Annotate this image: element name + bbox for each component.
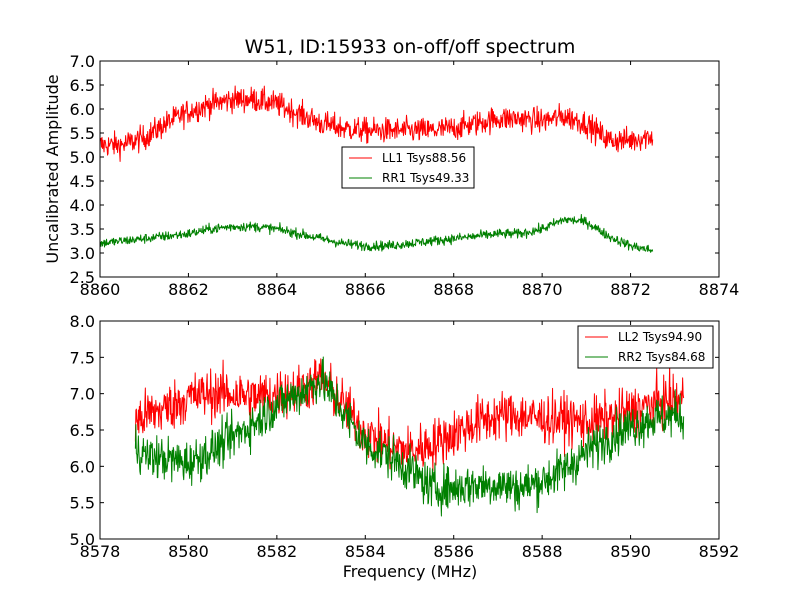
y-tick-label: 8.0 — [70, 312, 95, 331]
y-tick-label: 2.5 — [70, 268, 95, 287]
x-tick-label: 8582 — [256, 542, 297, 561]
y-tick-label: 5.0 — [70, 148, 95, 167]
y-tick-label: 5.5 — [70, 494, 95, 513]
legend-entry-label: LL2 Tsys94.90 — [618, 330, 702, 344]
x-tick-label: 8578 — [80, 542, 121, 561]
x-tick-label: 8868 — [433, 280, 474, 299]
y-tick-label: 6.0 — [70, 457, 95, 476]
y-tick-label: 5.0 — [70, 530, 95, 549]
y-tick-label: 4.0 — [70, 196, 95, 215]
y-tick-label: 7.5 — [70, 348, 95, 367]
legend-entry-label: LL1 Tsys88.56 — [382, 151, 466, 165]
x-axis-label: Frequency (MHz) — [343, 562, 477, 581]
x-tick-label: 8860 — [80, 280, 121, 299]
x-tick-label: 8590 — [610, 542, 651, 561]
legend: LL1 Tsys88.56 RR1 Tsys49.33 — [341, 146, 475, 189]
y-tick-label: 3.0 — [70, 244, 95, 263]
x-tick-label: 8580 — [168, 542, 209, 561]
x-tick-label: 8588 — [522, 542, 563, 561]
legend-box — [341, 146, 475, 189]
legend-entry-label: RR1 Tsys49.33 — [382, 171, 469, 185]
y-tick-label: 6.5 — [70, 421, 95, 440]
top-plot-panel: 8860 8862 8864 8866 8868 8870 8872 8874 2.5 3.0 3.… — [70, 52, 740, 299]
x-tick-label: 8584 — [345, 542, 386, 561]
x-tick-label: 8864 — [256, 280, 297, 299]
y-tick-label: 5.5 — [70, 124, 95, 143]
y-axis-label: Uncalibrated Amplitude — [43, 74, 62, 263]
plot-frame — [99, 60, 720, 278]
legend-entry-label: RR2 Tsys84.68 — [618, 350, 705, 364]
x-tick-label: 8862 — [168, 280, 209, 299]
chart-title: W51, ID:15933 on-off/off spectrum — [245, 36, 576, 58]
x-tick-label: 8870 — [522, 280, 563, 299]
y-tick-label: 3.5 — [70, 220, 95, 239]
series-line-1 — [99, 85, 654, 162]
x-tick-label: 8872 — [610, 280, 651, 299]
legend: LL2 Tsys94.90 RR2 Tsys84.68 — [577, 325, 714, 369]
series-line-2 — [99, 213, 654, 253]
y-tick-label: 7.0 — [70, 52, 95, 71]
y-tick-label: 6.0 — [70, 100, 95, 119]
y-tick-label: 7.0 — [70, 385, 95, 404]
x-tick-label: 8586 — [433, 542, 474, 561]
legend-box — [577, 325, 714, 369]
y-tick-label: 4.5 — [70, 172, 95, 191]
x-tick-label: 8866 — [345, 280, 386, 299]
x-tick-label: 8592 — [699, 542, 740, 561]
bottom-plot-panel: 8578 8580 8582 8584 8586 8588 8590 8592 5.0 5.5 6.… — [70, 312, 740, 561]
y-tick-label: 6.5 — [70, 76, 95, 95]
series-line-2 — [134, 356, 685, 517]
x-tick-label: 8874 — [699, 280, 740, 299]
